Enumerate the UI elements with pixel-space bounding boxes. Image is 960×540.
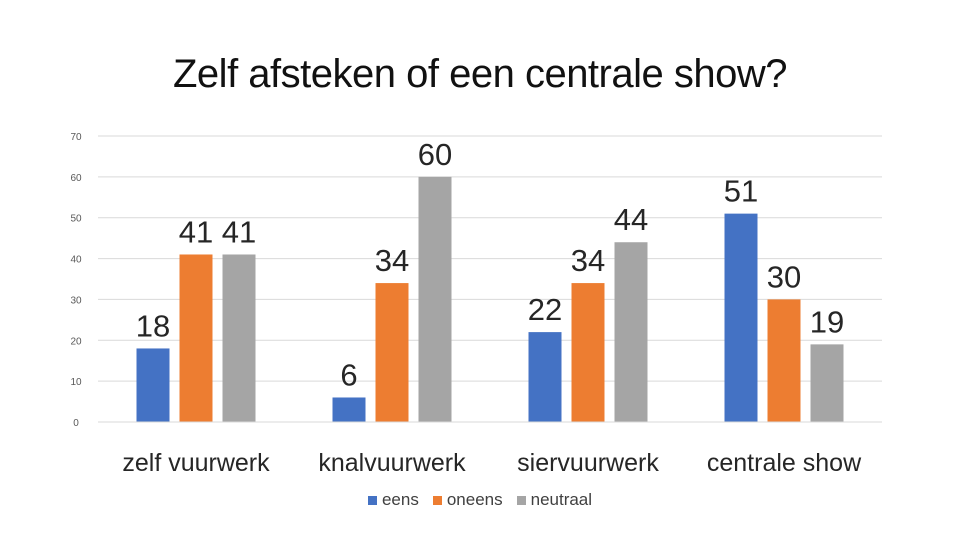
data-label: 41 <box>222 214 256 249</box>
x-category-label: zelf vuurwerk <box>122 449 270 477</box>
bar-eens-2 <box>528 332 562 422</box>
data-label: 34 <box>375 243 409 278</box>
legend: eens oneens neutraal <box>0 490 960 510</box>
legend-label-neutraal: neutraal <box>530 490 593 509</box>
bar-neutraal-0 <box>222 254 256 422</box>
data-label: 34 <box>571 243 605 278</box>
bar-neutraal-3 <box>810 344 844 422</box>
chart-title: Zelf afsteken of een centrale show? <box>173 52 787 96</box>
data-label: 22 <box>528 292 562 327</box>
data-label: 60 <box>418 137 452 172</box>
data-label: 6 <box>340 357 357 392</box>
legend-label-oneens: oneens <box>446 490 503 509</box>
bar-oneens-1 <box>375 283 409 422</box>
y-tick-label: 70 <box>70 132 82 143</box>
bar-oneens-0 <box>179 254 213 422</box>
data-label: 51 <box>724 174 758 209</box>
legend-swatch-eens <box>367 495 377 505</box>
bar-eens-3 <box>724 213 758 422</box>
y-tick-label: 50 <box>70 214 82 225</box>
legend-swatch-neutraal <box>516 495 526 505</box>
y-tick-label: 60 <box>70 173 82 184</box>
x-category-label: centrale show <box>707 449 862 477</box>
data-label: 18 <box>136 308 170 343</box>
legend-label-eens: eens <box>381 490 419 509</box>
bar-oneens-3 <box>767 299 801 422</box>
x-category-label: siervuurwerk <box>517 449 659 477</box>
x-category-label: knalvuurwerk <box>318 449 466 477</box>
data-label: 30 <box>767 259 801 294</box>
bar-neutraal-1 <box>418 176 452 422</box>
y-tick-label: 10 <box>70 377 82 388</box>
legend-item-eens: eens <box>367 490 419 510</box>
legend-item-neutraal: neutraal <box>516 490 593 510</box>
bar-eens-0 <box>136 348 170 422</box>
legend-swatch-oneens <box>432 495 442 505</box>
bar-neutraal-2 <box>614 242 648 422</box>
bar-eens-1 <box>332 397 366 422</box>
y-tick-label: 30 <box>70 295 82 306</box>
legend-item-oneens: oneens <box>432 490 503 510</box>
bar-oneens-2 <box>571 283 605 422</box>
data-label: 44 <box>614 202 648 237</box>
y-tick-label: 40 <box>70 255 82 266</box>
y-tick-label: 20 <box>70 336 82 347</box>
y-tick-label: 0 <box>73 418 79 429</box>
data-label: 41 <box>179 214 213 249</box>
data-label: 19 <box>810 304 844 339</box>
